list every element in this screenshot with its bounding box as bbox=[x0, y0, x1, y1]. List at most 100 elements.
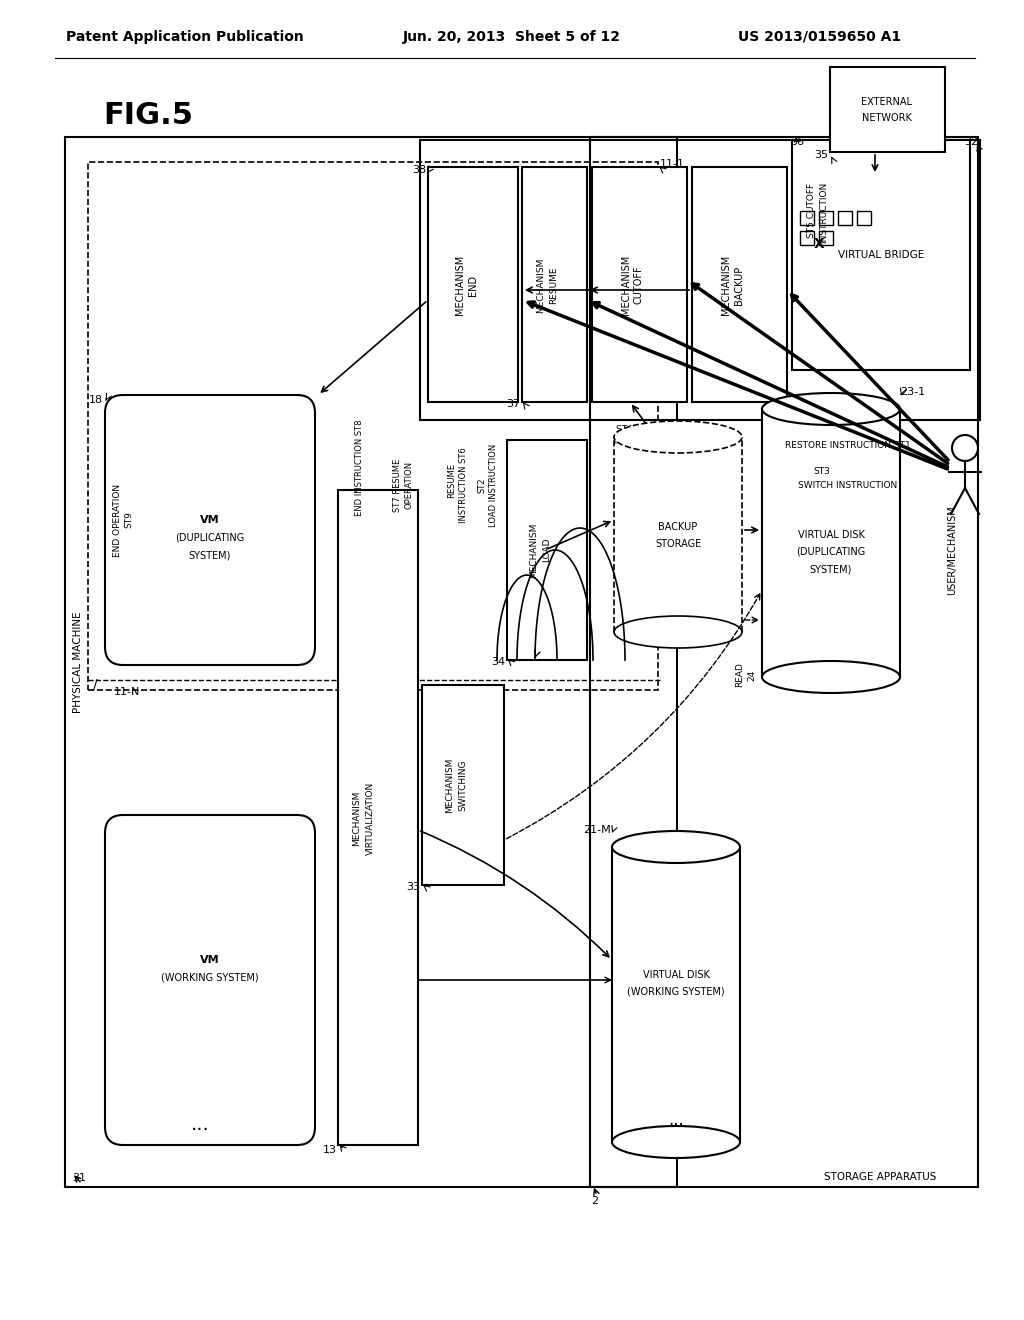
Bar bbox=[422, 685, 504, 884]
Text: END OPERATION: END OPERATION bbox=[114, 483, 123, 557]
Text: X: X bbox=[814, 238, 824, 251]
Bar bbox=[338, 490, 418, 1144]
Text: 24: 24 bbox=[748, 669, 757, 681]
Text: VIRTUAL BRIDGE: VIRTUAL BRIDGE bbox=[838, 249, 924, 260]
Text: INSTRUCTION: INSTRUCTION bbox=[612, 437, 674, 446]
Text: PHYSICAL MACHINE: PHYSICAL MACHINE bbox=[73, 611, 83, 713]
Text: Jun. 20, 2013  Sheet 5 of 12: Jun. 20, 2013 Sheet 5 of 12 bbox=[403, 30, 621, 44]
Text: STORAGE APPARATUS: STORAGE APPARATUS bbox=[824, 1172, 936, 1181]
Bar bbox=[592, 168, 687, 403]
Text: SWITCH INSTRUCTION: SWITCH INSTRUCTION bbox=[799, 480, 898, 490]
Text: (DUPLICATING: (DUPLICATING bbox=[797, 546, 865, 557]
Text: 13: 13 bbox=[323, 1144, 337, 1155]
Text: (WORKING SYSTEM): (WORKING SYSTEM) bbox=[627, 987, 725, 997]
Text: MECHANISM: MECHANISM bbox=[445, 758, 455, 813]
Text: 34: 34 bbox=[490, 657, 505, 667]
Bar bbox=[819, 231, 833, 246]
Text: 32: 32 bbox=[964, 137, 978, 147]
Text: US 2013/0159650 A1: US 2013/0159650 A1 bbox=[738, 30, 901, 44]
Text: 36: 36 bbox=[790, 137, 804, 147]
Bar bbox=[522, 168, 587, 403]
Ellipse shape bbox=[612, 1126, 740, 1158]
Text: Patent Application Publication: Patent Application Publication bbox=[67, 30, 304, 44]
Text: LOAD INSTRUCTION: LOAD INSTRUCTION bbox=[489, 444, 499, 527]
Text: ST9: ST9 bbox=[125, 512, 133, 528]
Bar bbox=[65, 137, 677, 1187]
Bar bbox=[590, 137, 978, 1187]
Text: ST5 CUTOFF: ST5 CUTOFF bbox=[808, 182, 816, 238]
Bar bbox=[762, 409, 900, 677]
Text: MECHANISM: MECHANISM bbox=[455, 255, 465, 315]
Text: MECHANISM: MECHANISM bbox=[621, 255, 631, 315]
Text: ...: ... bbox=[668, 1111, 684, 1129]
Text: RESUME: RESUME bbox=[550, 267, 558, 304]
Text: ST2: ST2 bbox=[477, 478, 486, 492]
Text: CUTOFF: CUTOFF bbox=[634, 265, 644, 305]
Text: 18: 18 bbox=[89, 395, 103, 405]
Text: LOAD: LOAD bbox=[543, 537, 552, 562]
Text: 38: 38 bbox=[412, 165, 426, 176]
Bar bbox=[614, 437, 742, 632]
Ellipse shape bbox=[614, 616, 742, 648]
Bar bbox=[819, 211, 833, 224]
Bar bbox=[838, 211, 852, 224]
Text: MECHANISM: MECHANISM bbox=[529, 523, 539, 578]
Bar bbox=[507, 440, 587, 660]
Text: READ: READ bbox=[735, 663, 744, 688]
Text: 35: 35 bbox=[814, 150, 828, 160]
Text: VIRTUALIZATION: VIRTUALIZATION bbox=[366, 781, 375, 854]
Text: 11-1: 11-1 bbox=[660, 158, 685, 169]
Text: USER/MECHANISM: USER/MECHANISM bbox=[947, 506, 957, 595]
Text: 11-N: 11-N bbox=[114, 686, 140, 697]
Text: BACKUP: BACKUP bbox=[734, 265, 744, 305]
Text: ST3: ST3 bbox=[813, 467, 830, 477]
Bar bbox=[420, 140, 980, 420]
Text: FIG.5: FIG.5 bbox=[103, 100, 193, 129]
Bar bbox=[857, 211, 871, 224]
Text: STORAGE: STORAGE bbox=[655, 539, 701, 549]
Text: ...: ... bbox=[190, 1115, 209, 1134]
Text: 23-1: 23-1 bbox=[900, 387, 925, 397]
Ellipse shape bbox=[762, 661, 900, 693]
Text: (DUPLICATING: (DUPLICATING bbox=[175, 533, 245, 543]
Text: VIRTUAL DISK: VIRTUAL DISK bbox=[643, 970, 710, 979]
Text: ST4 CUTOFF: ST4 CUTOFF bbox=[615, 425, 671, 434]
Bar bbox=[612, 847, 740, 1142]
Bar bbox=[800, 231, 814, 246]
Bar bbox=[800, 211, 814, 224]
Text: RESTORE INSTRUCTION ST1: RESTORE INSTRUCTION ST1 bbox=[785, 441, 911, 450]
Text: MECHANISM: MECHANISM bbox=[352, 791, 361, 846]
Text: SWITCHING: SWITCHING bbox=[459, 759, 468, 810]
Text: NETWORK: NETWORK bbox=[862, 114, 912, 123]
Text: VM: VM bbox=[200, 515, 220, 525]
Text: BACKUP: BACKUP bbox=[658, 521, 697, 532]
Text: RESUME: RESUME bbox=[447, 462, 457, 498]
Text: 31: 31 bbox=[72, 1173, 86, 1183]
Text: VIRTUAL DISK: VIRTUAL DISK bbox=[798, 531, 864, 540]
Text: 33: 33 bbox=[406, 882, 420, 892]
Ellipse shape bbox=[612, 832, 740, 863]
Text: 21-M: 21-M bbox=[584, 825, 611, 836]
FancyBboxPatch shape bbox=[105, 395, 315, 665]
Bar bbox=[792, 140, 970, 370]
Text: INSTRUCTION: INSTRUCTION bbox=[819, 181, 828, 243]
Text: MECHANISM: MECHANISM bbox=[721, 255, 731, 315]
Text: EXTERNAL: EXTERNAL bbox=[861, 96, 912, 107]
Bar bbox=[692, 168, 787, 403]
Bar bbox=[428, 168, 518, 403]
Text: SYSTEM): SYSTEM) bbox=[188, 550, 231, 560]
Text: MECHANISM: MECHANISM bbox=[537, 257, 546, 313]
Ellipse shape bbox=[614, 421, 742, 453]
FancyBboxPatch shape bbox=[105, 814, 315, 1144]
Text: END INSTRUCTION ST8: END INSTRUCTION ST8 bbox=[355, 420, 365, 516]
Text: INSTRUCTION ST6: INSTRUCTION ST6 bbox=[460, 447, 469, 523]
Bar bbox=[830, 67, 945, 152]
Text: VM: VM bbox=[200, 954, 220, 965]
Bar bbox=[88, 162, 658, 690]
Text: ST7 RESUME: ST7 RESUME bbox=[393, 458, 402, 512]
Text: 37: 37 bbox=[506, 399, 520, 409]
Text: END: END bbox=[468, 275, 478, 296]
Text: SYSTEM): SYSTEM) bbox=[810, 564, 852, 574]
Text: (WORKING SYSTEM): (WORKING SYSTEM) bbox=[161, 973, 259, 983]
Text: OPERATION: OPERATION bbox=[404, 461, 414, 510]
